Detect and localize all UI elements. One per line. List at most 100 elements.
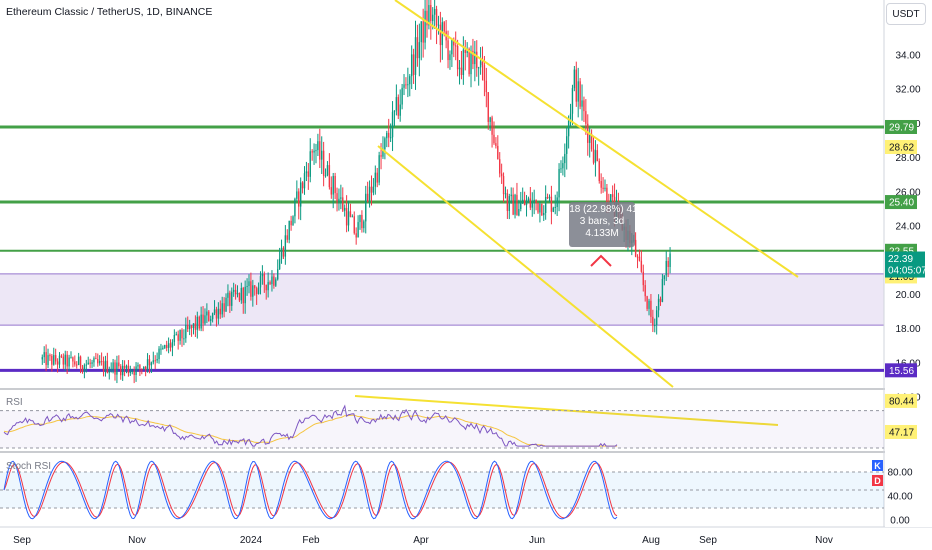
x-tick-label: Sep [13, 535, 31, 546]
candle-body [357, 222, 359, 238]
price-axis[interactable]: 14.0016.0018.0020.0022.0024.0026.0028.00… [885, 0, 932, 527]
y-tick-label: 28.00 [895, 153, 920, 164]
candle-body [481, 61, 484, 66]
candle-body [372, 186, 375, 193]
candle-body [116, 362, 118, 375]
candle-body [160, 348, 162, 350]
candle-body [114, 362, 116, 375]
measure-line-1: 3 bars, 3d [580, 216, 624, 227]
rsi-tag-0-bg [885, 393, 917, 408]
stoch-y-tick-label: 40.00 [887, 492, 912, 503]
candle-body [426, 10, 428, 26]
candle-body [663, 275, 666, 279]
measure-line-0: 4.18 (22.98%) 418 [561, 204, 644, 215]
candle-body [359, 214, 361, 223]
candle-body [123, 365, 126, 369]
candle-body [405, 84, 407, 86]
candle-body [535, 199, 537, 203]
candle-body [198, 316, 200, 329]
x-tick-label: Apr [413, 535, 429, 546]
legend-d: D [872, 475, 883, 486]
trendlines[interactable] [354, 0, 799, 426]
candle-body [523, 199, 526, 206]
candle-body [342, 197, 344, 211]
candle-body [296, 191, 298, 199]
candle-body [278, 258, 281, 270]
candle-body [433, 8, 436, 15]
candle-body [527, 198, 530, 202]
candle-body [284, 235, 287, 257]
candle-body [70, 357, 72, 359]
trendline-0[interactable] [394, 0, 799, 278]
candle-body [638, 256, 641, 261]
candle-body [263, 273, 266, 285]
candle-body [81, 367, 84, 372]
candle-body [85, 364, 88, 366]
candle-body [248, 281, 250, 287]
rsi-tag-0: 80.44 [889, 396, 914, 407]
candle-body [56, 361, 59, 365]
candle-body [566, 136, 568, 154]
candle-body [271, 276, 273, 285]
candle-body [158, 348, 160, 360]
candle-body [648, 300, 650, 309]
candle-body [363, 221, 365, 229]
candle-body [422, 21, 424, 43]
horizontal-levels[interactable] [0, 125, 884, 372]
candle-body [537, 202, 539, 213]
candle-body [388, 132, 390, 138]
rsi-tag-1-bg [885, 424, 917, 439]
candle-body [227, 292, 229, 298]
time-axis[interactable]: Sep Nov 2024 Feb Apr Jun Aug Sep Nov [13, 535, 833, 546]
candle-body [187, 325, 189, 330]
candle-body [143, 366, 145, 370]
candle-body [455, 45, 457, 47]
candle-body [194, 323, 197, 330]
candle-body [282, 247, 285, 257]
candle-body [646, 296, 648, 309]
candle-body [546, 196, 549, 199]
candle-body [355, 233, 357, 238]
candle-body [659, 298, 662, 302]
candle-body [502, 176, 505, 195]
candle-body [529, 198, 532, 208]
candle-body [252, 285, 254, 297]
candle-body [121, 365, 124, 376]
level-tag-1-bg [885, 195, 917, 210]
candle-body [374, 172, 377, 187]
candle-body [54, 355, 57, 362]
candle-body [560, 168, 562, 170]
candle-body [604, 187, 606, 189]
candle-body [165, 345, 168, 348]
candle-body [581, 100, 583, 107]
trendline-1[interactable] [377, 145, 674, 388]
stoch-k-line [3, 460, 618, 520]
candle-body [525, 201, 528, 206]
candle-body [49, 355, 51, 357]
rsi-line [3, 404, 618, 447]
candle-body [401, 87, 403, 105]
candle-body [250, 281, 252, 297]
candle-body [347, 211, 350, 226]
candle-body [104, 360, 107, 371]
candle-body [202, 314, 204, 324]
candle-body [552, 207, 555, 212]
candle-body [550, 196, 553, 212]
candle-body [495, 143, 497, 146]
currency-button[interactable]: USDT [886, 3, 926, 25]
candle-body [173, 334, 176, 343]
candle-body [261, 273, 264, 277]
candle-body [313, 150, 315, 153]
candle-body [97, 359, 99, 364]
candle-body [106, 360, 109, 373]
candle-body [504, 193, 507, 195]
candle-body [474, 51, 476, 65]
candle-body [453, 39, 455, 46]
candle-body [654, 325, 656, 327]
candle-body [206, 311, 208, 316]
measure-box[interactable] [569, 202, 635, 247]
candle-body [539, 203, 541, 213]
candle-body [418, 42, 421, 59]
